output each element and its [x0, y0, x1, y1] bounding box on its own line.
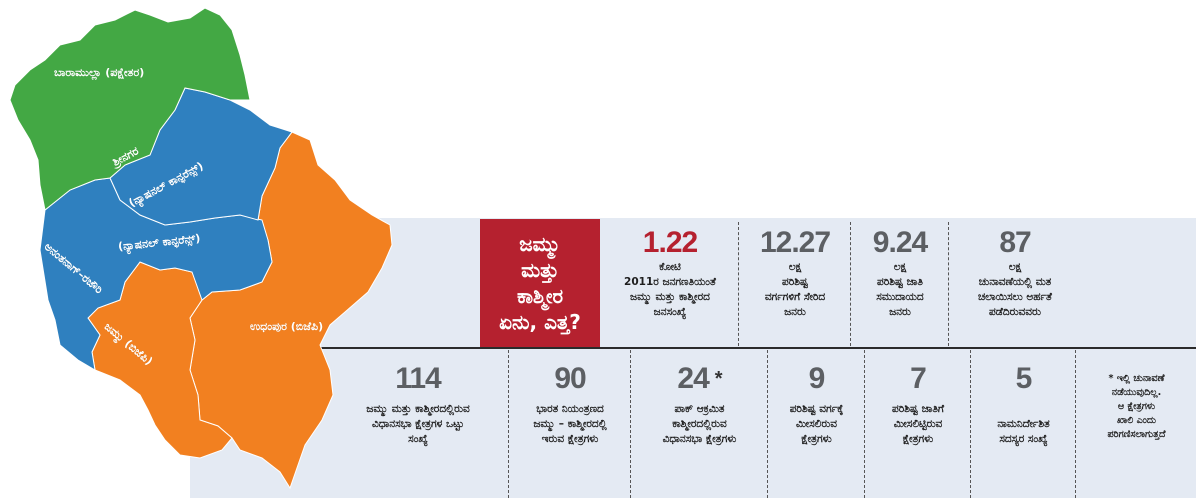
stat-value: 24 [677, 362, 709, 395]
stat-label: ಪಾಕ್ ಆಕ್ರಮಿತ [674, 403, 725, 415]
row-divider [190, 347, 1196, 349]
stat-pok-constituencies: 24 * ಪಾಕ್ ಆಕ್ರಮಿತ ಕಾಶ್ಮೀರದಲ್ಲಿರುವ ವಿಧಾನಸಭ… [632, 362, 767, 447]
stat-total-constituencies: 114 ಜಮ್ಮು ಮತ್ತು ಕಾಶ್ಮೀರದಲ್ಲಿರುವ ವಿಧಾನಸಭಾ… [330, 362, 506, 447]
stat-population: 1.22 ಕೋಟಿ 2011ರ ಜನಗಣತಿಯಂತೆ ಜಮ್ಮು ಮತ್ತು ಕ… [604, 226, 736, 320]
stat-value: 114 [395, 362, 441, 395]
region-baramulla [9, 7, 251, 211]
stat-label: ವಿಧಾನಸಭಾ ಕ್ಷೇತ್ರಗಳು [662, 433, 737, 445]
stat-value: 9 [808, 362, 826, 395]
stat-st-reserved: 9 ಪರಿಶಿಷ್ಟ ವರ್ಗಕ್ಕೆ ಮೀಸಲಿರುವ ಕ್ಷೇತ್ರಗಳು [769, 362, 864, 447]
divider [630, 350, 631, 498]
stat-label: ಇರುವ ಕ್ಷೇತ್ರಗಳು [541, 433, 599, 445]
stat-scheduled-castes: 9.24 ಲಕ್ಷ ಪರಿಶಿಷ್ಟ ಜಾತಿ ಸಮುದಾಯದ ಜನರು [852, 226, 948, 320]
stat-label: ಪರಿಶಿಷ್ಟ ವರ್ಗಕ್ಕೆ [789, 403, 844, 415]
divider [738, 222, 739, 346]
stat-unit: ಲಕ್ಷ [893, 261, 907, 273]
stat-nominated-members: 5 ನಾಮನಿರ್ದೇಶಿತ ಸದಸ್ಯರ ಸಂಖ್ಯೆ [972, 362, 1075, 447]
divider [970, 350, 971, 498]
label-udhampur: ಉಧಂಪುರ (ಬಿಜೆಪಿ) [250, 320, 324, 333]
title-line: ಜಮ್ಮು [519, 232, 561, 256]
title-box: ಜಮ್ಮು ಮತ್ತು ಕಾಶ್ಮೀರ ಏನು, ಎತ್ತ? [480, 219, 600, 347]
stat-label: ಜಮ್ಮು ಮತ್ತು ಕಾಶ್ಮೀರದ [630, 291, 710, 303]
stat-label: ಮೀಸಲಿರುವ [796, 418, 837, 430]
stat-value: 87 [999, 226, 1031, 259]
stat-label: ಜನರು [889, 306, 911, 318]
stat-value: 7 [910, 362, 927, 395]
divider [864, 350, 865, 498]
footnote-line: ಆ ಕ್ಷೇತ್ರಗಳು [1117, 401, 1156, 412]
stat-value: 90 [554, 362, 586, 395]
footnote: * ಇಲ್ಲಿ ಚುನಾವಣೆ ನಡೆಯುವುದಿಲ್ಲ. ಆ ಕ್ಷೇತ್ರಗ… [1077, 372, 1196, 442]
title-line: ಏನು, ಎತ್ತ? [499, 310, 581, 334]
stat-unit: ಲಕ್ಷ [1008, 261, 1022, 273]
divider [1075, 350, 1076, 498]
stat-label: ಸಮುದಾಯದ [876, 291, 924, 303]
stat-label: ಜಮ್ಮು – ಕಾಶ್ಮೀರದಲ್ಲಿ [533, 418, 607, 430]
footnote-line: ಪರಿಗಣಿಸಲಾಗುತ್ತದೆ [1107, 429, 1166, 440]
stat-label: ಜನರು [784, 306, 806, 318]
divider [948, 222, 949, 346]
stat-label: ಜಮ್ಮು ಮತ್ತು ಕಾಶ್ಮೀರದಲ್ಲಿರುವ [366, 403, 470, 415]
stat-label: ಚಲಾಯಿಸಲು ಅರ್ಹತೆ [978, 291, 1052, 303]
stat-label: ಮೀಸಲಿಟ್ಟಿರುವ [893, 418, 943, 430]
footnote-line: * ಇಲ್ಲಿ ಚುನಾವಣೆ [1108, 373, 1165, 384]
stat-label: ಕಾಶ್ಮೀರದಲ್ಲಿರುವ [672, 418, 727, 430]
title-line: ಮತ್ತು [521, 258, 559, 282]
stat-label: ಕ್ಷೇತ್ರಗಳು [902, 433, 934, 445]
stat-label: ಚುನಾವಣೆಯಲ್ಲಿ ಮತ [978, 276, 1052, 288]
footnote-line: ನಡೆಯುವುದಿಲ್ಲ. [1111, 387, 1162, 398]
stat-unit: ಲಕ್ಷ [788, 261, 802, 273]
stat-label: 2011ರ ಜನಗಣತಿಯಂತೆ [624, 276, 716, 288]
stat-label: ನಾಮನಿರ್ದೇಶಿತ [997, 418, 1050, 430]
stat-unit: ಕೋಟಿ [659, 261, 681, 273]
stat-value: 12.27 [759, 226, 831, 259]
divider [767, 350, 768, 498]
footnote-line: ಖಾಲಿ ಎಂದು [1116, 415, 1157, 426]
stat-india-controlled: 90 ಭಾರತ ನಿಯಂತ್ರಣದ ಜಮ್ಮು – ಕಾಶ್ಮೀರದಲ್ಲಿ ಇ… [510, 362, 630, 447]
title-line: ಕಾಶ್ಮೀರ [516, 284, 564, 308]
label-baramulla: ಬಾರಾಮುಲ್ಲಾ (ಪಕ್ಷೇತರ) [54, 66, 145, 79]
stat-scheduled-tribes: 12.27 ಲಕ್ಷ ಪರಿಶಿಷ್ಟ ವರ್ಗಗಳಿಗೆ ಸೇರಿದ ಜನರು [740, 226, 850, 320]
divider [850, 222, 851, 346]
stat-label: ಪರಿಶಿಷ್ಟ ಜಾತಿ [877, 276, 923, 288]
stat-label: ಪಡೆದಿರುವವರು [989, 306, 1041, 318]
stat-sc-reserved: 7 ಪರಿಶಿಷ್ಟ ಜಾತಿಗೆ ಮೀಸಲಿಟ್ಟಿರುವ ಕ್ಷೇತ್ರಗಳ… [866, 362, 970, 447]
stat-label: ಪರಿಶಿಷ್ಟ ಜಾತಿಗೆ [891, 403, 944, 415]
stat-label: ಸದಸ್ಯರ ಸಂಖ್ಯೆ [999, 433, 1048, 445]
stat-value: 9.24 [872, 226, 928, 259]
stat-value: 1.22 [642, 226, 698, 259]
divider [508, 350, 509, 498]
jk-constituency-map: ಬಾರಾಮುಲ್ಲಾ (ಪಕ್ಷೇತರ) ಶ್ರೀನಗರ (ನ್ಯಾಷನಲ್ ಕ… [0, 0, 400, 498]
stat-label: ವರ್ಗಗಳಿಗೆ ಸೇರಿದ [764, 291, 826, 303]
stat-label: ಪರಿಶಿಷ್ಟ [782, 276, 808, 288]
stat-label: ಕ್ಷೇತ್ರಗಳು [801, 433, 832, 445]
stat-value: 5 [1015, 362, 1033, 395]
stat-label: ಸಂಖ್ಯೆ [408, 433, 428, 445]
stat-label: ಜನಸಂಖ್ಯೆ [653, 306, 687, 318]
stat-eligible-voters: 87 ಲಕ್ಷ ಚುನಾವಣೆಯಲ್ಲಿ ಮತ ಚಲಾಯಿಸಲು ಅರ್ಹತೆ … [950, 226, 1080, 320]
stat-label: ಭಾರತ ನಿಯಂತ್ರಣದ [536, 403, 604, 415]
stat-label: ವಿಧಾನಸಭಾ ಕ್ಷೇತ್ರಗಳ ಒಟ್ಟು [371, 418, 465, 430]
asterisk-marker: * [714, 368, 723, 390]
